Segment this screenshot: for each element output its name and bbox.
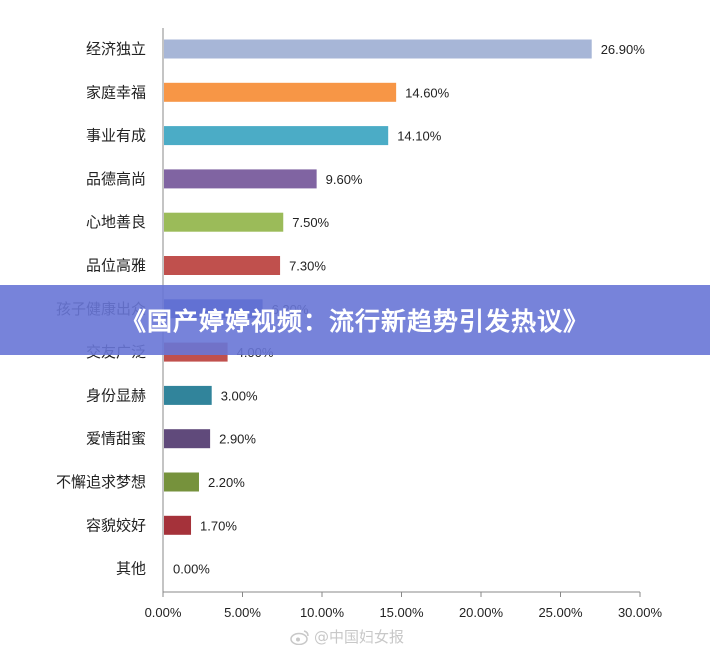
- x-tick-label: 5.00%: [224, 605, 261, 620]
- data-label: 0.00%: [173, 562, 210, 577]
- title-banner: 《国产婷婷视频：流行新趋势引发热议》: [0, 285, 710, 355]
- category-label: 不懈追求梦想: [56, 473, 146, 491]
- category-label: 品德高尚: [86, 170, 146, 188]
- data-label: 26.90%: [601, 42, 646, 57]
- weibo-icon: [290, 629, 309, 645]
- watermark: @中国妇女报: [290, 626, 404, 647]
- x-tick-label: 30.00%: [618, 605, 663, 620]
- category-label: 经济独立: [86, 40, 146, 58]
- data-label: 14.10%: [397, 129, 442, 144]
- category-label: 其他: [116, 560, 146, 578]
- bar: [164, 212, 284, 232]
- category-label: 家庭幸福: [86, 83, 146, 101]
- bar: [164, 82, 397, 102]
- bar: [164, 39, 592, 59]
- data-label: 14.60%: [405, 85, 450, 100]
- x-tick-label: 15.00%: [379, 605, 424, 620]
- category-label: 事业有成: [86, 127, 146, 145]
- category-label: 身份显赫: [86, 386, 146, 404]
- data-label: 3.00%: [221, 388, 258, 403]
- x-tick-label: 25.00%: [538, 605, 583, 620]
- data-label: 9.60%: [326, 172, 363, 187]
- category-label: 心地善良: [86, 213, 146, 231]
- bar: [164, 429, 211, 449]
- data-label: 2.20%: [208, 475, 245, 490]
- bar: [164, 515, 192, 535]
- data-label: 1.70%: [200, 518, 237, 533]
- data-label: 7.50%: [292, 215, 329, 230]
- category-label: 品位高雅: [86, 257, 146, 275]
- x-tick-label: 10.00%: [300, 605, 345, 620]
- watermark-text: @中国妇女报: [314, 628, 405, 646]
- category-label: 容貌姣好: [86, 516, 146, 534]
- x-tick-label: 0.00%: [145, 605, 182, 620]
- bar: [164, 385, 212, 405]
- bar: [164, 126, 389, 146]
- data-label: 7.30%: [289, 259, 326, 274]
- x-tick-label: 20.00%: [459, 605, 504, 620]
- bar: [164, 256, 281, 275]
- category-label: 爱情甜蜜: [86, 430, 146, 448]
- bar: [164, 472, 199, 492]
- data-label: 2.90%: [219, 432, 256, 447]
- bar: [164, 169, 317, 189]
- banner-title: 《国产婷婷视频：流行新趋势引发热议》: [120, 307, 589, 336]
